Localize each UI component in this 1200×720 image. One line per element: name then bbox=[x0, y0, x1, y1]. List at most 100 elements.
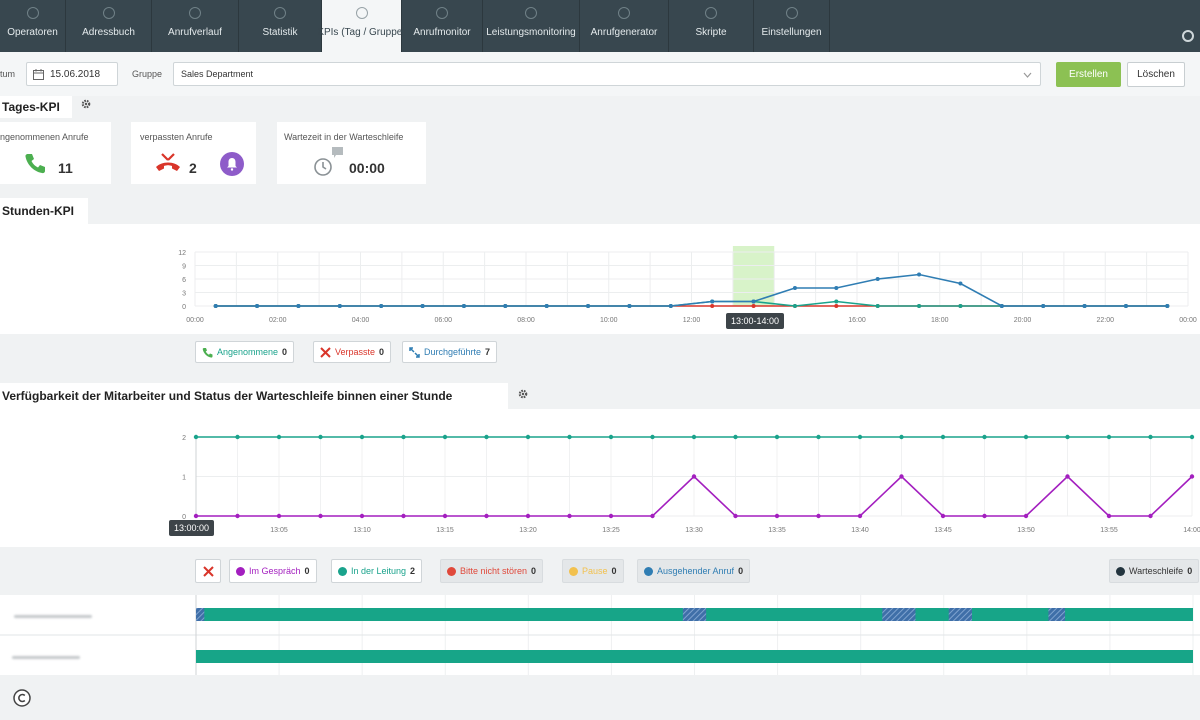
legend-status-3[interactable]: Pause 0 bbox=[562, 559, 624, 583]
data-point bbox=[875, 304, 880, 308]
tab-anrufgenerator[interactable]: Anrufgenerator bbox=[580, 0, 669, 52]
notification-bell-icon[interactable] bbox=[220, 152, 244, 176]
data-point bbox=[627, 304, 632, 308]
tab-label: Anrufgenerator bbox=[590, 27, 658, 38]
tab-label: Skripte bbox=[695, 27, 727, 38]
data-point bbox=[379, 304, 384, 308]
generator-icon bbox=[618, 7, 630, 19]
x-tick-label: 16:00 bbox=[848, 317, 866, 324]
data-point bbox=[1148, 434, 1153, 440]
tab-statistik[interactable]: Statistik bbox=[239, 0, 322, 52]
data-point bbox=[1023, 513, 1029, 519]
kpi-missed-value: 2 bbox=[189, 160, 197, 176]
legend-status-0[interactable]: Im Gespräch 0 bbox=[229, 559, 317, 583]
data-point bbox=[525, 513, 531, 519]
call-segment[interactable] bbox=[1048, 608, 1066, 621]
data-point bbox=[816, 434, 821, 440]
data-point bbox=[940, 434, 946, 440]
call-segment[interactable] bbox=[196, 608, 205, 621]
tab-operatoren[interactable]: Operatoren bbox=[0, 0, 66, 52]
legend-accepted[interactable]: Angenommene 0 bbox=[195, 341, 295, 363]
date-field[interactable]: 15.06.2018 bbox=[26, 62, 118, 86]
status-dot bbox=[644, 566, 653, 576]
y-tick-label: 3 bbox=[182, 291, 186, 298]
kpi-missed-label: verpassten Anrufe bbox=[140, 132, 213, 142]
daily-kpi-gear-icon[interactable] bbox=[81, 99, 91, 109]
statistics-icon bbox=[274, 7, 286, 19]
legend-status-4[interactable]: Ausgehender Anruf 0 bbox=[637, 559, 751, 583]
data-point bbox=[1106, 513, 1112, 519]
data-point bbox=[586, 304, 591, 308]
date-value: 15.06.2018 bbox=[50, 68, 101, 80]
create-button[interactable]: Erstellen bbox=[1056, 62, 1121, 87]
data-point bbox=[1065, 474, 1070, 479]
legend-status-label: Ausgehender Anruf bbox=[657, 566, 735, 576]
tab-label: Anrufmonitor bbox=[413, 27, 471, 38]
legend-status-2[interactable]: Bitte nicht stören 0 bbox=[440, 559, 544, 583]
data-point bbox=[899, 434, 904, 440]
tab-kpis-tag-gruppe[interactable]: KPIs (Tag / Gruppe) bbox=[317, 0, 406, 52]
legend-status-count: 2 bbox=[410, 566, 416, 576]
status-dot bbox=[569, 566, 578, 576]
x-tick-label: 13:25 bbox=[602, 527, 620, 534]
data-point bbox=[650, 513, 655, 519]
data-point bbox=[1082, 304, 1087, 308]
missed-call-icon bbox=[202, 565, 214, 577]
data-point bbox=[917, 272, 922, 277]
tab-einstellungen[interactable]: Einstellungen bbox=[754, 0, 830, 52]
data-point bbox=[857, 434, 863, 440]
x-tick-label: 14:00 bbox=[1183, 527, 1200, 534]
agent-timeline bbox=[0, 595, 1200, 675]
tab-anrufverlauf[interactable]: Anrufverlauf bbox=[152, 0, 239, 52]
help-icon[interactable] bbox=[1182, 30, 1194, 42]
y-tick-label: 9 bbox=[182, 264, 186, 271]
availability-chart: 0 1 2 13:05 13:10 13:15 13:20 13:25 13:30 13:35 13… bbox=[182, 434, 1200, 534]
data-point bbox=[774, 434, 780, 440]
data-point bbox=[276, 434, 282, 440]
legend-missed-count: 0 bbox=[379, 347, 385, 357]
legend-status-1[interactable]: In der Leitung 2 bbox=[331, 559, 423, 583]
legend-status-count: 0 bbox=[304, 566, 310, 576]
call-segment[interactable] bbox=[682, 608, 707, 621]
x-tick-label: 13:40 bbox=[851, 527, 869, 534]
queue-dot bbox=[1116, 566, 1125, 576]
x-tick-label: 00:00 bbox=[1179, 317, 1197, 324]
tab-adressbuch[interactable]: Adressbuch bbox=[66, 0, 152, 52]
availability-gear-icon[interactable] bbox=[518, 389, 528, 399]
legend-accepted-count: 0 bbox=[282, 347, 288, 357]
tab-skripte[interactable]: Skripte bbox=[669, 0, 754, 52]
kpi-card-waiting: Wartezeit in der Warteschleife 00:00 bbox=[277, 122, 426, 184]
data-point bbox=[193, 434, 199, 440]
x-tick-label: 13:50 bbox=[1017, 527, 1035, 534]
call-segment[interactable] bbox=[948, 608, 972, 621]
agent-timeline-panel bbox=[0, 595, 1200, 675]
y-tick-label: 6 bbox=[182, 277, 186, 284]
data-point bbox=[255, 304, 260, 308]
legend-missed[interactable]: Verpasste 0 bbox=[313, 341, 392, 363]
tab-leistungsmonitoring[interactable]: Leistungsmonitoring bbox=[483, 0, 580, 52]
tab-anrufmonitor[interactable]: Anrufmonitor bbox=[402, 0, 483, 52]
data-point bbox=[834, 299, 839, 304]
scripts-icon bbox=[705, 7, 717, 19]
status-segment[interactable] bbox=[196, 650, 1193, 663]
status-dot bbox=[447, 566, 456, 576]
data-point bbox=[691, 434, 697, 440]
filter-bar: tum 15.06.2018 Gruppe Sales Department E… bbox=[0, 52, 1200, 96]
reset-filter-button[interactable] bbox=[195, 559, 221, 583]
status-dot bbox=[236, 566, 245, 576]
legend-outgoing[interactable]: Durchgeführte 7 bbox=[402, 341, 498, 363]
legend-status-label: Bitte nicht stören bbox=[460, 566, 528, 576]
data-point bbox=[1023, 434, 1029, 440]
hourly-kpi-chart: 0 3 6 9 12 00:00 02:00 04:00 06:00 08:00 10:00 12:0… bbox=[178, 246, 1197, 324]
call-segment[interactable] bbox=[882, 608, 916, 621]
legend-queue[interactable]: Warteschleife 0 bbox=[1109, 559, 1200, 583]
data-point bbox=[691, 474, 697, 479]
legend-outgoing-label: Durchgeführte bbox=[424, 347, 482, 357]
outgoing-call-icon bbox=[409, 346, 420, 358]
data-point bbox=[940, 513, 946, 519]
kpi-card-accepted: ngenommenen Anrufe 11 bbox=[0, 122, 111, 184]
tab-label: Leistungsmonitoring bbox=[486, 27, 576, 38]
kpi-accepted-label: ngenommenen Anrufe bbox=[0, 132, 89, 142]
delete-button[interactable]: Löschen bbox=[1127, 62, 1185, 87]
group-select[interactable]: Sales Department bbox=[173, 62, 1041, 86]
